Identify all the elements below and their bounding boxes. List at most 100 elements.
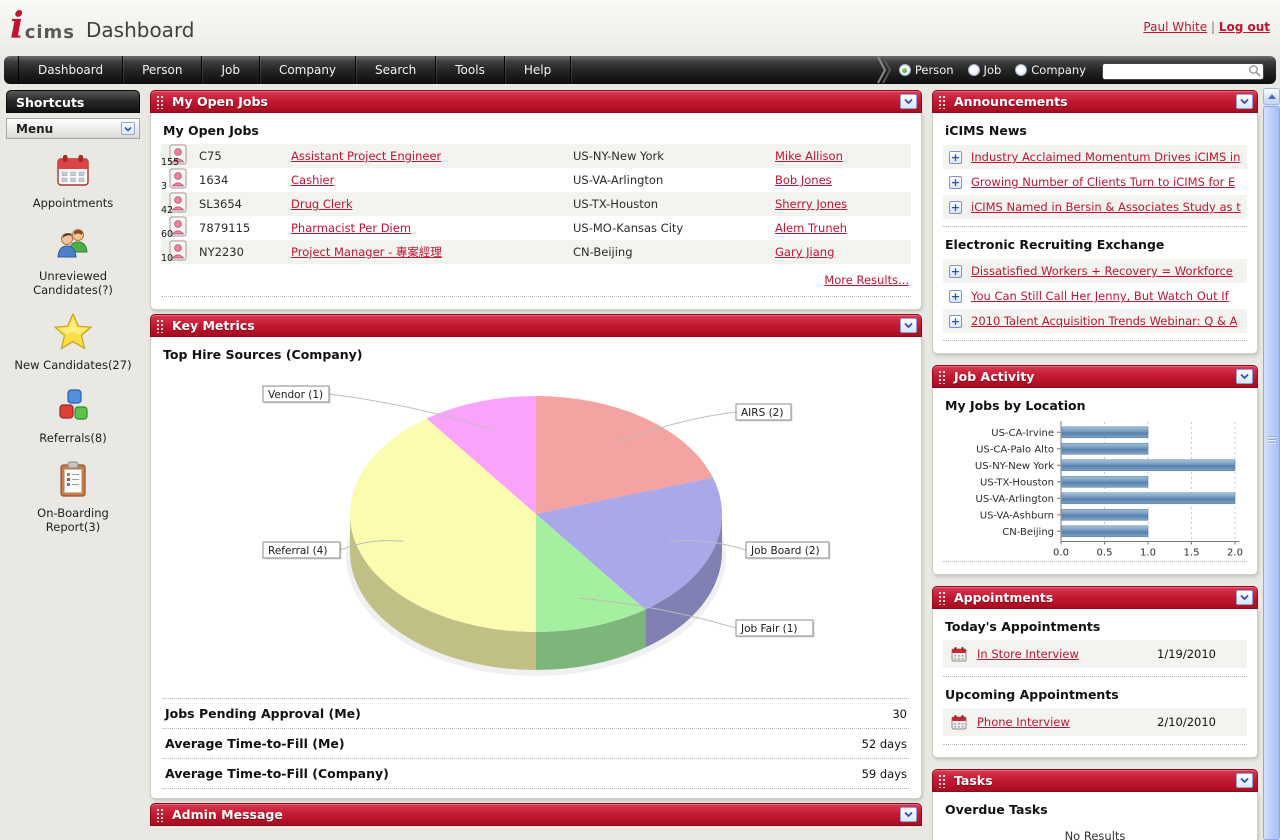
appointment-link[interactable]: Phone Interview	[977, 715, 1070, 729]
nav-tab-person[interactable]: Person	[123, 56, 203, 84]
admin-message-header: Admin Message	[150, 803, 922, 826]
job-activity-body: My Jobs by Location US-CA-Irvine US-CA-Pa…	[932, 388, 1258, 575]
table-row: 155 C75 Assistant Project Engineer US-NY…	[161, 144, 911, 168]
radio-person-icon[interactable]	[898, 64, 911, 76]
expand-icon[interactable]: +	[949, 314, 962, 328]
shortcut-referrals[interactable]: Referrals(8)	[14, 388, 132, 445]
expand-icon[interactable]: +	[949, 175, 962, 189]
nav-tab-job[interactable]: Job	[202, 56, 260, 84]
logout-link[interactable]: Log out	[1218, 20, 1270, 34]
radio-company-icon[interactable]	[1015, 64, 1028, 76]
svg-text:Referral (4): Referral (4)	[268, 545, 327, 557]
expand-icon[interactable]: +	[949, 150, 962, 164]
logo-cims: cims	[24, 22, 75, 43]
drag-handle-icon[interactable]	[156, 807, 165, 822]
svg-text:AIRS (2): AIRS (2)	[741, 407, 783, 419]
shortcuts-header: Shortcuts	[6, 90, 140, 113]
job-id: 1634	[199, 173, 229, 187]
nav-tab-search[interactable]: Search	[356, 56, 437, 84]
scope-option-person[interactable]: Person	[898, 63, 954, 77]
key-metrics-body: Top Hire Sources (Company) AIRS (2) Job B…	[150, 337, 922, 799]
minimize-button[interactable]	[900, 318, 917, 333]
search-icon[interactable]	[1248, 62, 1261, 81]
minimize-button[interactable]	[900, 807, 917, 822]
job-location: US-MO-Kansas City	[573, 221, 684, 235]
drag-handle-icon[interactable]	[938, 94, 947, 109]
announcement-item: + You Can Still Call Her Jenny, But Watc…	[943, 284, 1247, 308]
job-title-link[interactable]: Drug Clerk	[291, 197, 353, 211]
job-title-link[interactable]: Cashier	[291, 173, 335, 187]
my-open-jobs-header: My Open Jobs	[150, 90, 922, 113]
announcement-link[interactable]: Growing Number of Clients Turn to iCIMS …	[971, 175, 1236, 189]
panel-title: Appointments	[954, 590, 1054, 605]
job-title-link[interactable]: Pharmacist Per Diem	[291, 221, 412, 235]
shortcut-label: Referrals(8)	[39, 431, 107, 445]
svg-text:Job Board (2): Job Board (2)	[750, 545, 820, 557]
stat-row: Average Time-to-Fill (Company) 59 days	[163, 758, 909, 788]
job-recruiter-link[interactable]: Gary Jiang	[775, 245, 835, 259]
drag-handle-icon[interactable]	[938, 590, 947, 605]
user-profile-link[interactable]: Paul White	[1143, 20, 1208, 34]
nav-tab-dashboard[interactable]: Dashboard	[18, 56, 124, 84]
more-results-link[interactable]: More Results...	[824, 273, 909, 287]
job-title-link[interactable]: Project Manager - 專案經理	[291, 245, 442, 259]
expand-icon[interactable]: +	[949, 264, 962, 278]
table-row: 10 NY2230 Project Manager - 專案經理 CN-Beij…	[161, 240, 911, 264]
announcement-item: + 2010 Talent Acquisition Trends Webinar…	[943, 309, 1247, 333]
appointment-link[interactable]: In Store Interview	[977, 647, 1079, 661]
nav-tab-help[interactable]: Help	[505, 56, 572, 84]
drag-handle-icon[interactable]	[156, 318, 165, 333]
key-metrics-panel: Key Metrics Top Hire Sources (Company) A…	[150, 314, 922, 799]
search-input[interactable]	[1102, 63, 1264, 81]
announcement-link[interactable]: 2010 Talent Acquisition Trends Webinar: …	[971, 314, 1238, 328]
appointment-row: In Store Interview 1/19/2010	[943, 640, 1247, 668]
menu-label: Menu	[16, 121, 54, 136]
scrollbar-thumb[interactable]	[1263, 106, 1280, 840]
announcement-link[interactable]: iCIMS Named in Bersin & Associates Study…	[971, 200, 1241, 214]
scope-option-job[interactable]: Job	[967, 63, 1001, 77]
top-header: i cims Dashboard Paul White | Log out	[0, 0, 1280, 56]
section-title: My Jobs by Location	[945, 398, 1086, 413]
svg-text:1.0: 1.0	[1140, 548, 1156, 559]
panel-title: My Open Jobs	[172, 94, 268, 109]
announcement-link[interactable]: Industry Acclaimed Momentum Drives iCIMS…	[971, 150, 1241, 164]
job-recruiter-link[interactable]: Alem Truneh	[775, 221, 847, 235]
shortcut-appointments[interactable]: Appointments	[14, 153, 132, 210]
job-title-link[interactable]: Assistant Project Engineer	[291, 149, 442, 163]
announcement-link[interactable]: You Can Still Call Her Jenny, But Watch …	[971, 289, 1229, 303]
job-recruiter-link[interactable]: Sherry Jones	[775, 197, 848, 211]
shortcut-new-candidates[interactable]: New Candidates(27)	[14, 312, 132, 372]
hire-sources-pie-chart: AIRS (2) Job Board (2) Job Fair (1) Referra…	[262, 385, 831, 676]
menu-dropdown[interactable]: Menu	[6, 118, 140, 139]
menu-chevron-icon[interactable]	[121, 122, 135, 135]
drag-handle-icon[interactable]	[156, 94, 165, 109]
scope-option-company[interactable]: Company	[1015, 63, 1086, 77]
shortcuts-sidebar: Shortcuts Menu	[6, 90, 140, 550]
vertical-scrollbar[interactable]	[1263, 88, 1280, 840]
nav-tab-company[interactable]: Company	[260, 56, 357, 84]
divider	[943, 340, 1247, 341]
job-recruiter-link[interactable]: Mike Allison	[775, 149, 843, 163]
shortcut-onboarding-report[interactable]: On-Boarding Report(3)	[14, 461, 132, 534]
scrollbar-up-arrow[interactable]	[1263, 88, 1280, 105]
expand-icon[interactable]: +	[949, 200, 962, 214]
minimize-button[interactable]	[1236, 590, 1253, 605]
shortcut-unreviewed-candidates[interactable]: Unreviewed Candidates(?)	[14, 226, 132, 297]
job-location: US-NY-New York	[573, 149, 664, 163]
minimize-button[interactable]	[1236, 773, 1253, 788]
drag-handle-icon[interactable]	[938, 369, 947, 384]
announcement-link[interactable]: Dissatisfied Workers + Recovery = Workfo…	[971, 264, 1233, 278]
minimize-button[interactable]	[1236, 94, 1253, 109]
radio-job-icon[interactable]	[967, 64, 980, 76]
job-recruiter-link[interactable]: Bob Jones	[775, 173, 832, 187]
stat-label: Jobs Pending Approval (Me)	[165, 706, 361, 721]
nav-tab-tools[interactable]: Tools	[436, 56, 505, 84]
divider	[943, 676, 1247, 677]
minimize-button[interactable]	[900, 94, 917, 109]
svg-text:1.5: 1.5	[1184, 548, 1200, 559]
tasks-body: Overdue Tasks No Results	[932, 792, 1258, 840]
drag-handle-icon[interactable]	[938, 773, 947, 788]
minimize-button[interactable]	[1236, 369, 1253, 384]
expand-icon[interactable]: +	[949, 289, 962, 303]
scope-label-company: Company	[1031, 63, 1086, 77]
